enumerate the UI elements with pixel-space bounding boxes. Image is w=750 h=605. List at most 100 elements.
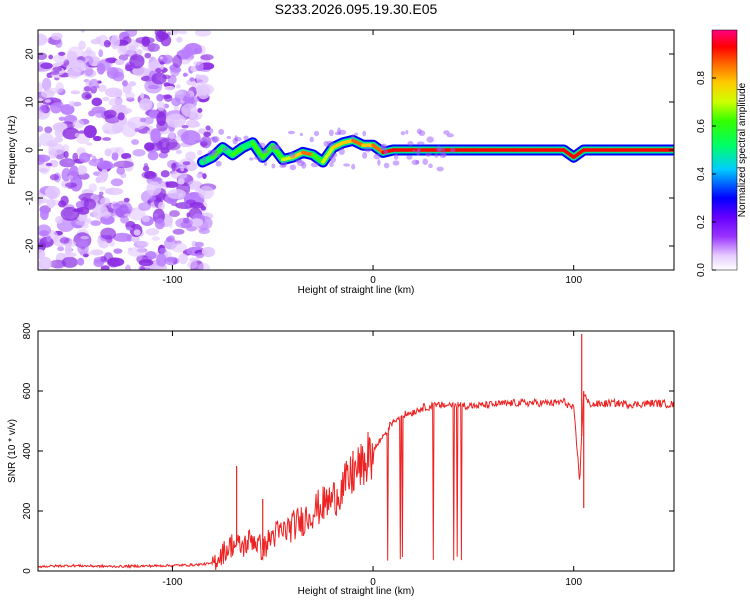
noise-blob <box>147 43 160 52</box>
ridge-halo-blob <box>211 149 218 154</box>
noise-blob <box>55 215 63 224</box>
ridge-halo-blob <box>254 156 259 160</box>
snr-y-tick-label: 400 <box>22 442 33 459</box>
ridge-halo-blob <box>383 162 390 169</box>
ridge-halo-blob <box>257 156 262 163</box>
noise-blob <box>49 259 67 269</box>
noise-blob <box>72 119 85 129</box>
ridge-halo-blob <box>289 152 296 158</box>
noise-blob <box>196 84 211 100</box>
ridge-halo-blob <box>338 148 345 156</box>
noise-blob <box>53 136 64 143</box>
noise-blob <box>197 149 203 156</box>
noise-blob <box>98 84 107 92</box>
noise-blob <box>100 197 111 206</box>
ridge-halo-blob <box>405 130 409 135</box>
ridge-halo-blob <box>422 158 429 166</box>
noise-blob <box>160 147 170 154</box>
noise-blob <box>86 153 93 158</box>
snr-y-tick-label: 600 <box>22 382 33 399</box>
noise-blob <box>80 235 89 240</box>
noise-blob <box>170 242 188 253</box>
spectrogram-y-tick-label: -20 <box>25 238 36 253</box>
ridge-halo-blob <box>362 130 367 137</box>
noise-blob <box>39 208 49 221</box>
noise-blob <box>102 137 112 141</box>
noise-blob <box>77 206 90 215</box>
noise-blob <box>84 66 94 77</box>
noise-blob <box>151 236 161 241</box>
ridge-segment <box>210 145 225 159</box>
ridge-halo-blob <box>202 138 208 144</box>
ridge-segment <box>351 138 365 147</box>
noise-blob <box>52 199 59 206</box>
noise-blob <box>175 217 193 229</box>
noise-blob <box>146 181 162 196</box>
noise-blob <box>179 100 185 104</box>
noise-blob <box>91 97 103 107</box>
noise-blob <box>97 172 107 183</box>
noise-blob <box>151 72 167 85</box>
noise-blob <box>136 240 149 247</box>
noise-blob <box>38 154 46 165</box>
noise-blob <box>154 218 165 230</box>
ridge-halo-blob <box>211 136 220 143</box>
noise-blob <box>126 234 133 242</box>
noise-blob <box>112 116 119 121</box>
ridge-halo-blob <box>208 128 214 134</box>
ridge-halo-blob <box>215 160 222 167</box>
snr-plot-area <box>38 331 674 571</box>
snr-x-tick-label: -100 <box>162 577 182 588</box>
noise-blob <box>138 259 154 267</box>
ridge-halo-blob <box>234 136 242 142</box>
noise-blob <box>103 39 111 48</box>
noise-blob <box>133 229 141 236</box>
noise-blob <box>60 195 69 206</box>
noise-blob <box>190 218 204 227</box>
noise-blob <box>166 257 176 263</box>
colorbar-tick-label: 0.8 <box>696 71 707 85</box>
noise-blob <box>83 55 94 66</box>
noise-blob <box>106 66 119 79</box>
ridge-halo-blob <box>393 153 399 160</box>
noise-blob <box>155 30 166 42</box>
noise-blob <box>169 210 180 217</box>
noise-blob <box>113 248 123 254</box>
noise-blob <box>127 246 146 257</box>
ridge-segment <box>230 145 245 157</box>
ridge-halo-blob <box>249 157 254 161</box>
snr-y-tick-label: 200 <box>22 502 33 519</box>
noise-blob <box>153 213 159 218</box>
spectrogram-x-label: Height of straight line (km) <box>298 285 415 296</box>
colorbar-tick-label: 0.0 <box>696 263 707 277</box>
ridge-segment <box>371 143 385 155</box>
ridge-segment <box>331 141 345 150</box>
noise-blob <box>152 58 159 68</box>
noise-blob <box>131 139 140 145</box>
snr-series <box>38 334 674 571</box>
colorbar-tick-label: 0.4 <box>696 167 707 181</box>
noise-blob <box>62 127 80 140</box>
noise-blob <box>158 152 169 159</box>
noise-blob <box>58 51 66 56</box>
noise-blob <box>71 59 86 73</box>
noise-blob <box>144 52 152 59</box>
noise-blob <box>197 79 203 83</box>
noise-blob <box>187 180 202 189</box>
noise-blob <box>38 125 44 133</box>
noise-blob <box>108 97 123 107</box>
noise-blob <box>128 45 136 51</box>
noise-blob <box>52 122 68 133</box>
noise-blob <box>103 252 114 263</box>
spectrogram-y-label: Frequency (Hz) <box>7 116 18 185</box>
noise-blob <box>126 226 134 231</box>
noise-blob <box>98 49 104 58</box>
noise-blob <box>96 59 111 72</box>
noise-blob <box>156 120 169 132</box>
noise-blob <box>139 265 146 270</box>
noise-blob <box>80 30 85 33</box>
noise-blob <box>44 126 53 134</box>
noise-blob <box>171 162 177 172</box>
ridge-segment <box>321 145 335 164</box>
